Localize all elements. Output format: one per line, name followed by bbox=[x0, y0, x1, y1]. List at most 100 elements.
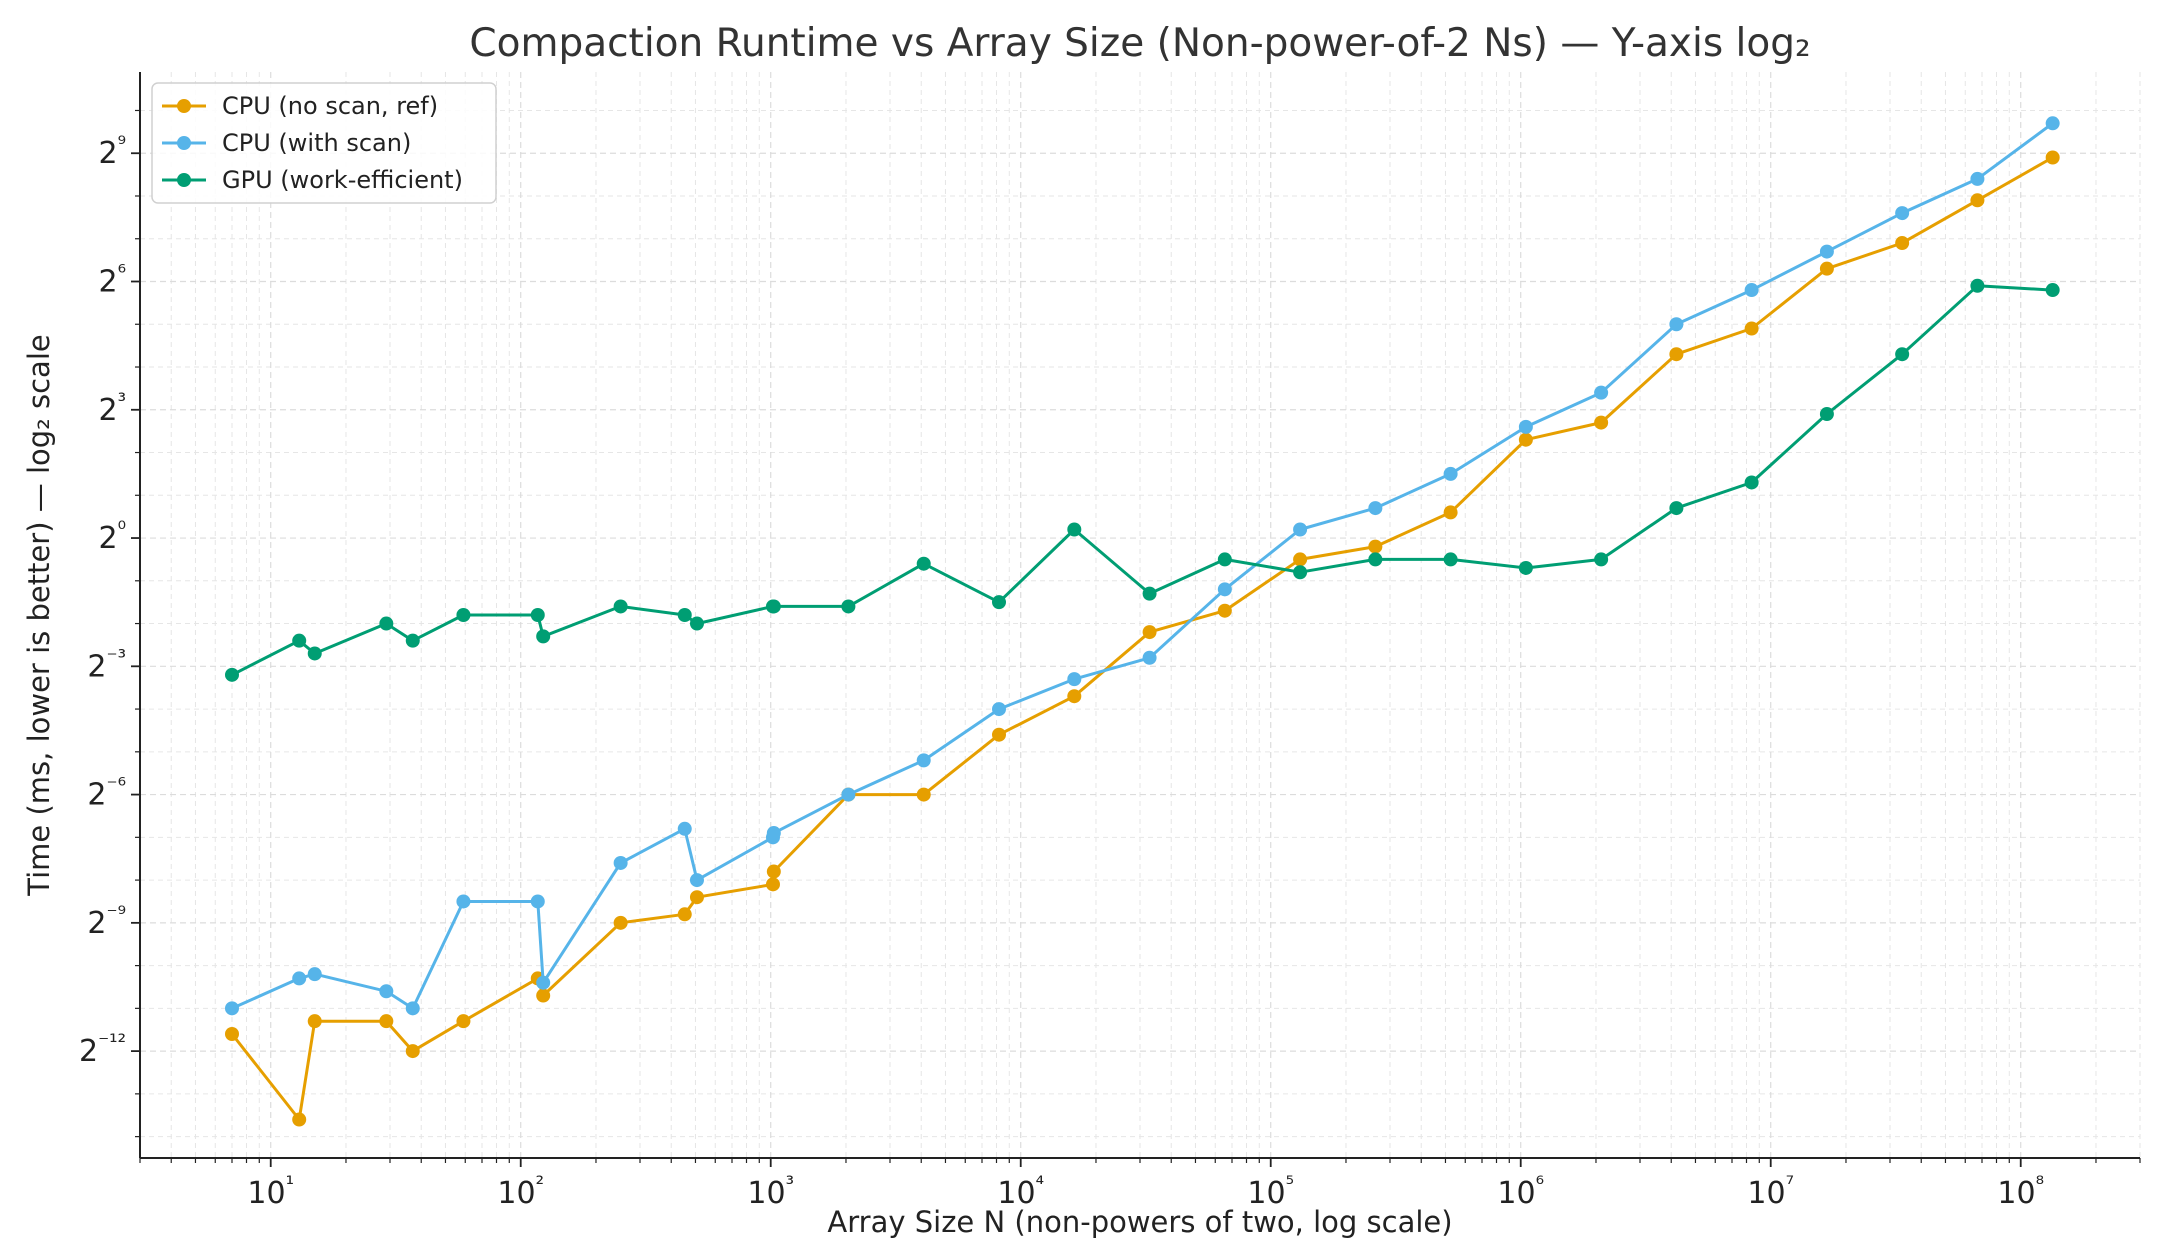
x-tick-label: 10⁴ bbox=[997, 1172, 1044, 1211]
legend-swatch-marker bbox=[177, 136, 191, 150]
data-point bbox=[916, 556, 931, 571]
data-point bbox=[689, 890, 704, 905]
data-point bbox=[456, 1014, 471, 1029]
x-axis-label: Array Size N (non-powers of two, log sca… bbox=[827, 1205, 1452, 1239]
data-point bbox=[1443, 466, 1458, 481]
data-point bbox=[1970, 171, 1985, 186]
data-point bbox=[1293, 565, 1308, 580]
data-point bbox=[405, 1001, 420, 1016]
x-tick-label: 10² bbox=[497, 1172, 544, 1211]
series-1 bbox=[224, 150, 2060, 1127]
data-point bbox=[1067, 522, 1082, 537]
tick-labels: 10¹ 10² 10³ 10⁴ 10⁵ 10⁶ 10⁷ 10⁸ 2⁹ 2⁶ 2³ 2⁰ 2⁻³ 2⁻⁶ 2⁻… bbox=[79, 132, 2044, 1211]
series-line bbox=[231, 122, 2054, 1010]
data-point bbox=[456, 894, 471, 909]
data-point bbox=[1744, 283, 1759, 298]
data-point bbox=[1819, 407, 1834, 422]
data-point bbox=[1819, 261, 1834, 276]
data-point bbox=[1368, 501, 1383, 516]
data-point bbox=[536, 975, 551, 990]
data-point bbox=[2045, 116, 2060, 131]
data-point bbox=[530, 894, 545, 909]
data-point bbox=[766, 864, 781, 879]
x-tick-label: 10⁷ bbox=[1747, 1172, 1794, 1211]
data-point bbox=[405, 633, 420, 648]
data-point bbox=[916, 753, 931, 768]
data-point bbox=[677, 608, 692, 622]
data-point bbox=[1142, 650, 1157, 665]
y-axis-label: Time (ms, lower is better) — log₂ scale bbox=[22, 334, 56, 896]
data-point bbox=[1669, 501, 1684, 516]
data-point bbox=[224, 1001, 239, 1016]
legend-label: CPU (no scan, ref) bbox=[222, 92, 438, 120]
data-point bbox=[379, 984, 394, 999]
data-point bbox=[1067, 689, 1082, 704]
data-point bbox=[689, 873, 704, 888]
x-tick-label: 10³ bbox=[747, 1172, 794, 1211]
y-tick-label: 2⁰ bbox=[98, 517, 126, 556]
legend-item: CPU (with scan) bbox=[162, 129, 411, 157]
x-tick-label: 10⁸ bbox=[1997, 1172, 2044, 1211]
legend-swatch-marker bbox=[177, 99, 191, 113]
data-point bbox=[765, 877, 780, 892]
data-point bbox=[1217, 582, 1232, 597]
grid-lines bbox=[139, 72, 2141, 1158]
data-point bbox=[292, 1112, 307, 1127]
data-point bbox=[1368, 552, 1383, 567]
data-point bbox=[307, 1014, 322, 1029]
data-point bbox=[530, 608, 545, 622]
data-point bbox=[1217, 603, 1232, 618]
data-point bbox=[992, 727, 1007, 742]
data-point bbox=[841, 787, 856, 802]
y-tick-label: 2⁻⁹ bbox=[87, 902, 126, 941]
data-point bbox=[1142, 625, 1157, 640]
legend-box bbox=[151, 82, 497, 204]
series-line bbox=[231, 284, 2053, 677]
data-point bbox=[1067, 672, 1082, 687]
series-3 bbox=[224, 278, 2060, 682]
data-point bbox=[1895, 236, 1910, 251]
data-point bbox=[689, 616, 704, 631]
legend-item: GPU (work-efficient) bbox=[162, 166, 463, 194]
data-point bbox=[292, 633, 307, 648]
data-point bbox=[1443, 505, 1458, 520]
x-tick-label: 10¹ bbox=[247, 1172, 294, 1211]
data-point bbox=[916, 787, 931, 802]
y-tick-label: 2⁻³ bbox=[87, 645, 126, 684]
data-point bbox=[766, 599, 781, 614]
data-point bbox=[613, 599, 628, 614]
data-point bbox=[766, 826, 781, 841]
data-point bbox=[1669, 317, 1684, 332]
y-tick-label: 2⁶ bbox=[98, 261, 126, 300]
x-tick-label: 10⁵ bbox=[1247, 1172, 1294, 1211]
y-tick-label: 2⁹ bbox=[98, 132, 126, 171]
data-point bbox=[379, 616, 394, 631]
data-point bbox=[613, 855, 628, 870]
data-point bbox=[1142, 586, 1157, 601]
data-point bbox=[292, 971, 307, 986]
axes bbox=[131, 72, 2141, 1167]
data-point bbox=[536, 629, 551, 644]
data-point bbox=[1970, 193, 1985, 208]
x-tick-label: 10⁶ bbox=[1497, 1172, 1544, 1211]
legend-swatch-marker bbox=[177, 173, 191, 187]
data-point bbox=[224, 1027, 239, 1042]
data-point bbox=[1744, 475, 1759, 490]
data-point bbox=[379, 1014, 394, 1029]
data-point bbox=[307, 646, 322, 661]
chart-title: Compaction Runtime vs Array Size (Non-po… bbox=[469, 21, 1810, 66]
y-tick-label: 2⁻⁶ bbox=[87, 774, 126, 813]
data-point bbox=[1594, 415, 1609, 430]
data-point bbox=[536, 988, 551, 1003]
series-line bbox=[230, 156, 2054, 1121]
data-point bbox=[2045, 283, 2060, 298]
data-point bbox=[992, 595, 1007, 610]
data-point bbox=[677, 821, 692, 836]
data-point bbox=[1443, 552, 1458, 567]
series-2 bbox=[224, 116, 2060, 1016]
legend-label: CPU (with scan) bbox=[222, 129, 411, 157]
data-point bbox=[1594, 385, 1609, 400]
data-point bbox=[1518, 432, 1533, 447]
data-point bbox=[1744, 321, 1759, 336]
y-tick-label: 2³ bbox=[98, 389, 126, 428]
